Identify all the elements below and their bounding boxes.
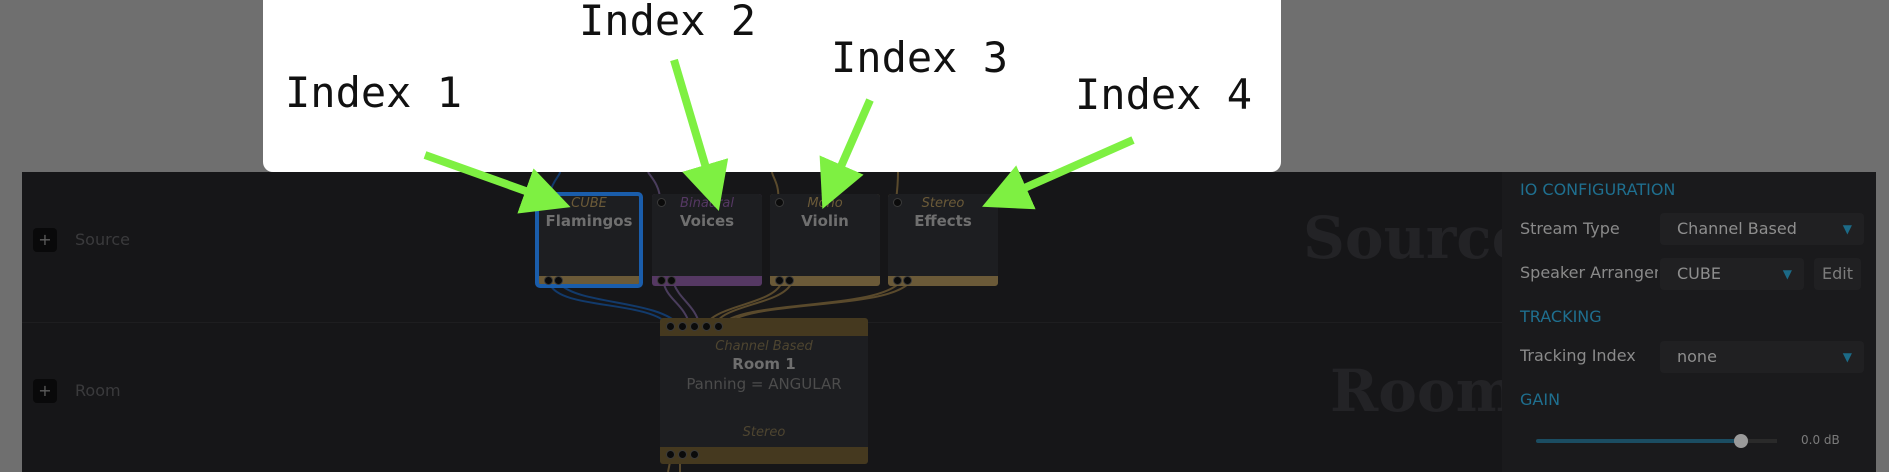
input-port[interactable] xyxy=(690,322,699,331)
speaker-arrangement-label: Speaker Arrangem xyxy=(1520,263,1658,282)
source-node-effects[interactable]: Stereo Effects xyxy=(888,194,998,286)
arrow-index-2 xyxy=(670,58,729,212)
tracking-header: TRACKING xyxy=(1520,307,1602,326)
output-port[interactable] xyxy=(903,276,912,285)
chevron-down-icon: ▼ xyxy=(1842,350,1852,364)
gain-slider-thumb[interactable] xyxy=(1734,434,1748,448)
stream-type-select[interactable]: Channel Based ▼ xyxy=(1660,213,1864,245)
input-port[interactable] xyxy=(893,198,902,207)
index-4-label: Index 4 xyxy=(1075,70,1253,119)
arrow-index-4 xyxy=(982,136,1135,210)
input-port[interactable] xyxy=(775,198,784,207)
source-watermark: Source xyxy=(1303,204,1529,272)
source-name-label: Effects xyxy=(914,212,972,230)
gain-slider-remaining xyxy=(1741,439,1777,443)
gain-value: 0.0 dB xyxy=(1801,433,1840,447)
source-name-label: Violin xyxy=(801,212,849,230)
output-port[interactable] xyxy=(775,276,784,285)
input-port[interactable] xyxy=(714,322,723,331)
chevron-down-icon: ▼ xyxy=(1782,267,1792,281)
output-port[interactable] xyxy=(544,276,553,285)
io-configuration-header: IO CONFIGURATION xyxy=(1520,180,1676,199)
stream-type-value: Channel Based xyxy=(1677,219,1797,238)
annotation-card xyxy=(263,0,1281,172)
gain-slider-track[interactable] xyxy=(1536,439,1741,443)
gain-header: GAIN xyxy=(1520,390,1561,409)
room-panning-label: Panning = ANGULAR xyxy=(686,375,842,393)
add-source-button[interactable]: + xyxy=(33,228,57,252)
arrow-index-1 xyxy=(423,151,571,214)
index-2-label: Index 2 xyxy=(579,0,757,45)
output-port[interactable] xyxy=(657,276,666,285)
source-type-label: Stereo xyxy=(921,196,965,211)
index-3-label: Index 3 xyxy=(831,33,1009,82)
output-port[interactable] xyxy=(690,450,699,459)
output-port[interactable] xyxy=(785,276,794,285)
tracking-index-value: none xyxy=(1677,347,1717,366)
arrow-index-3 xyxy=(819,98,874,209)
add-room-button[interactable]: + xyxy=(33,379,57,403)
tracking-index-select[interactable]: none ▼ xyxy=(1660,341,1864,373)
source-type-label: CUBE xyxy=(571,196,607,211)
stream-type-label: Stream Type xyxy=(1520,219,1620,238)
output-port[interactable] xyxy=(893,276,902,285)
output-port[interactable] xyxy=(666,450,675,459)
input-port[interactable] xyxy=(678,322,687,331)
output-port[interactable] xyxy=(554,276,563,285)
row-label-source: Source xyxy=(75,230,130,249)
room-name-label: Room 1 xyxy=(732,355,796,373)
input-port[interactable] xyxy=(702,322,711,331)
output-port[interactable] xyxy=(667,276,676,285)
output-port[interactable] xyxy=(678,450,687,459)
speaker-arrangement-select[interactable]: CUBE ▼ xyxy=(1660,258,1804,290)
room-output-type-label: Stereo xyxy=(742,425,786,440)
selection-highlight xyxy=(535,192,643,288)
tracking-index-label: Tracking Index xyxy=(1520,346,1636,365)
edit-speaker-arrangement-button[interactable]: Edit xyxy=(1814,258,1861,290)
chevron-down-icon: ▼ xyxy=(1842,222,1852,236)
source-name-label: Voices xyxy=(679,212,735,230)
row-label-room: Room xyxy=(75,381,121,400)
speaker-arrangement-value: CUBE xyxy=(1677,264,1721,283)
source-name-label: Flamingos xyxy=(545,212,633,230)
input-port[interactable] xyxy=(657,198,666,207)
index-1-label: Index 1 xyxy=(285,68,463,117)
room-node[interactable]: Channel Based Room 1 Panning = ANGULAR S… xyxy=(660,318,868,464)
room-type-label: Channel Based xyxy=(715,339,813,354)
input-port[interactable] xyxy=(666,322,675,331)
room-watermark: Room xyxy=(1330,357,1517,425)
